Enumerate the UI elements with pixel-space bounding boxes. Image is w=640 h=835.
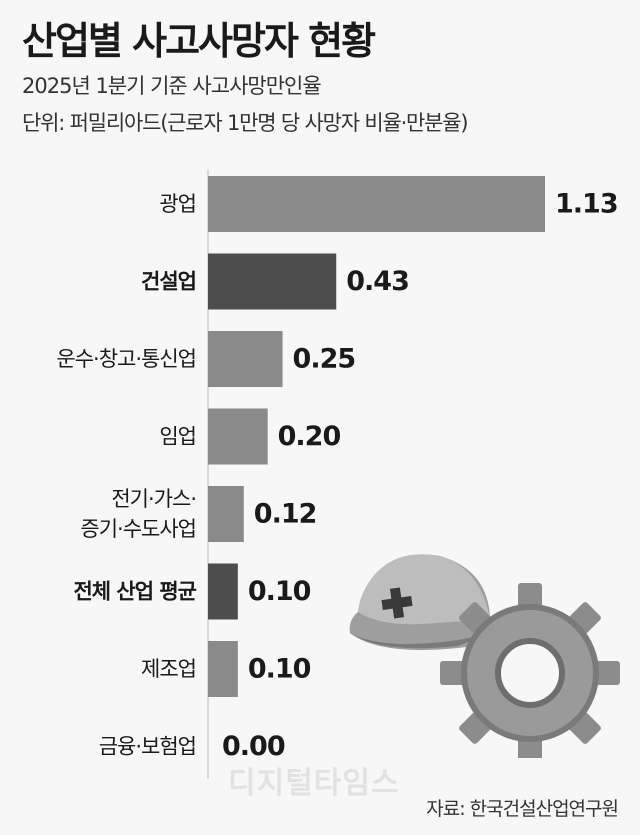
bar-3: [208, 408, 268, 465]
bar-5: [208, 563, 238, 620]
category-label-6: 제조업: [141, 657, 196, 681]
chart-title: 산업별 사고사망자 현황: [22, 19, 376, 63]
watermark-text: 디지털타임스: [228, 766, 400, 801]
value-label-7: 0.00: [222, 731, 285, 762]
bar-0: [208, 176, 545, 232]
category-label-4-1: 증기·수도사업: [80, 517, 196, 541]
category-label-3: 임업: [159, 425, 196, 449]
category-label-0: 광업: [159, 192, 196, 216]
value-label-2: 0.25: [293, 344, 356, 375]
helmet-gear-illustration: [349, 554, 620, 758]
category-label-7: 금융·보험업: [99, 735, 196, 759]
value-label-0: 1.13: [555, 189, 618, 220]
gear-icon: [440, 583, 620, 758]
bar-4: [208, 486, 244, 542]
bar-1: [208, 253, 337, 310]
chart-subtitle: 2025년 1분기 기준 사고사망만인율: [22, 74, 322, 98]
unit-note: 단위: 퍼밀리아드(근로자 1만명 당 사망자 비율·만분율): [22, 111, 469, 135]
category-label-5: 전체 산업 평균: [73, 580, 196, 604]
category-label-1: 건설업: [141, 270, 196, 294]
bar-6: [208, 641, 238, 697]
value-label-5: 0.10: [248, 576, 311, 607]
category-label-2: 운수·창고·통신업: [56, 347, 196, 371]
value-label-1: 0.43: [346, 266, 409, 297]
bar-2: [208, 331, 283, 387]
helmet-icon: [349, 554, 499, 651]
value-label-3: 0.20: [278, 421, 341, 452]
category-label-4-0: 전기·가스·: [111, 487, 196, 511]
value-label-6: 0.10: [248, 654, 311, 685]
value-label-4: 0.12: [254, 499, 317, 530]
source-note: 자료: 한국건설산업연구원: [426, 798, 619, 820]
